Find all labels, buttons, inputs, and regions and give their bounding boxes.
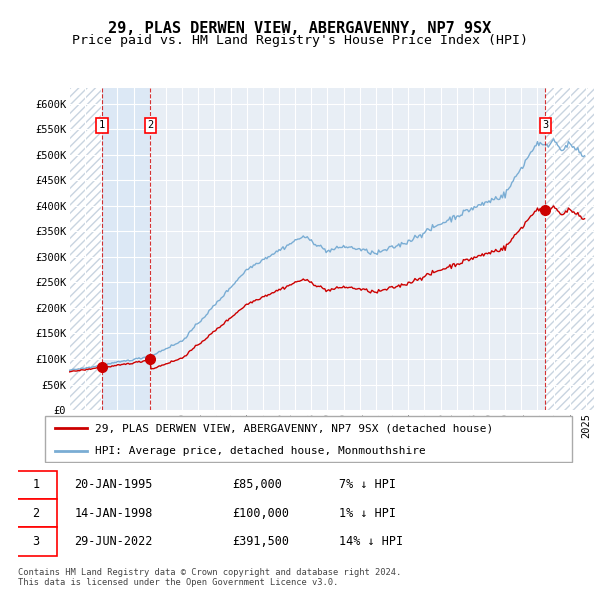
- FancyBboxPatch shape: [15, 527, 58, 556]
- Text: 2: 2: [32, 507, 40, 520]
- Text: £85,000: £85,000: [232, 478, 282, 491]
- Text: 2: 2: [147, 120, 154, 130]
- Text: 20-JAN-1995: 20-JAN-1995: [74, 478, 153, 491]
- Text: 14-JAN-1998: 14-JAN-1998: [74, 507, 153, 520]
- Bar: [545, 88, 594, 410]
- FancyBboxPatch shape: [44, 416, 572, 462]
- Text: 29, PLAS DERWEN VIEW, ABERGAVENNY, NP7 9SX (detached house): 29, PLAS DERWEN VIEW, ABERGAVENNY, NP7 9…: [95, 423, 494, 433]
- Text: 14% ↓ HPI: 14% ↓ HPI: [340, 535, 404, 548]
- Text: £100,000: £100,000: [232, 507, 289, 520]
- Text: 3: 3: [32, 535, 40, 548]
- Text: 3: 3: [542, 120, 548, 130]
- Text: 29-JUN-2022: 29-JUN-2022: [74, 535, 153, 548]
- Bar: [69, 88, 102, 410]
- FancyBboxPatch shape: [15, 471, 58, 499]
- Text: HPI: Average price, detached house, Monmouthshire: HPI: Average price, detached house, Monm…: [95, 446, 426, 456]
- Text: 1: 1: [99, 120, 105, 130]
- Text: Contains HM Land Registry data © Crown copyright and database right 2024.
This d: Contains HM Land Registry data © Crown c…: [18, 568, 401, 587]
- Text: Price paid vs. HM Land Registry's House Price Index (HPI): Price paid vs. HM Land Registry's House …: [72, 34, 528, 47]
- Text: £391,500: £391,500: [232, 535, 289, 548]
- Text: 1: 1: [32, 478, 40, 491]
- Text: 29, PLAS DERWEN VIEW, ABERGAVENNY, NP7 9SX: 29, PLAS DERWEN VIEW, ABERGAVENNY, NP7 9…: [109, 21, 491, 35]
- Text: 7% ↓ HPI: 7% ↓ HPI: [340, 478, 397, 491]
- FancyBboxPatch shape: [15, 499, 58, 527]
- Text: 1% ↓ HPI: 1% ↓ HPI: [340, 507, 397, 520]
- Bar: [102, 88, 151, 410]
